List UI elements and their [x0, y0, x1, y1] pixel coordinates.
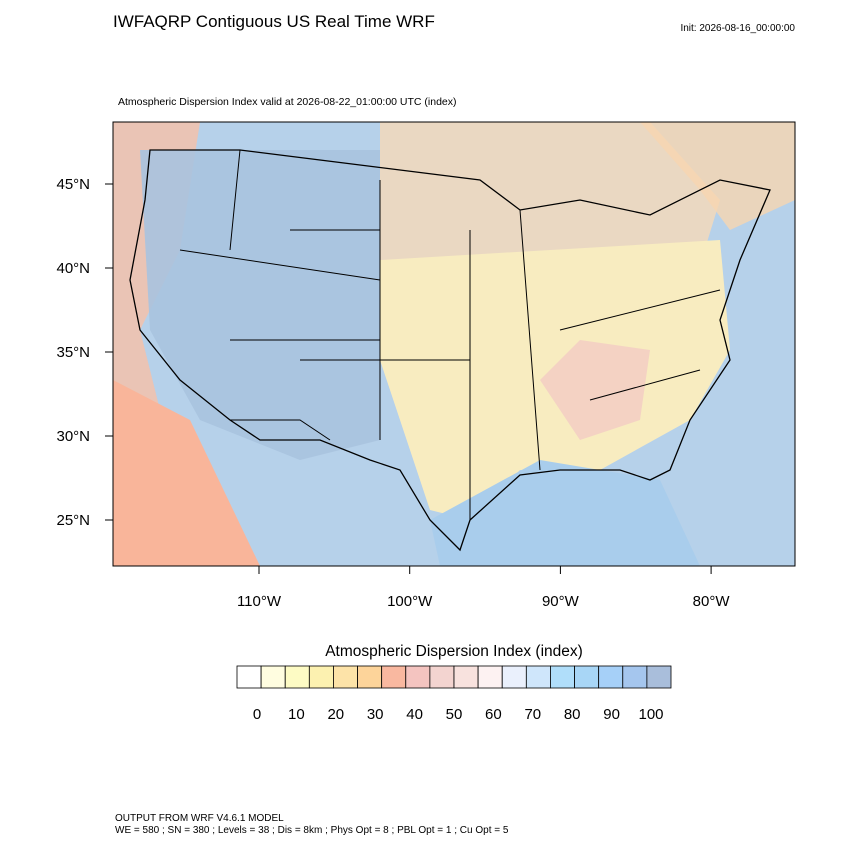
- colorbar-box: [405, 665, 431, 689]
- colorbar-label: 70: [524, 706, 541, 723]
- map-frame: [112, 121, 796, 567]
- footer-line: WE = 580 ; SN = 380 ; Levels = 38 ; Dis …: [115, 825, 509, 836]
- colorbar-box: [477, 665, 503, 689]
- lat-label: 30°N: [56, 428, 90, 445]
- colorbar-label: 30: [367, 706, 384, 723]
- colorbar-title: Atmospheric Dispersion Index (index): [325, 643, 583, 660]
- colorbar-box: [357, 665, 383, 689]
- colorbar-label: 20: [327, 706, 344, 723]
- colorbar-label: 40: [406, 706, 423, 723]
- map-field: [113, 122, 795, 566]
- lat-label: 25°N: [56, 512, 90, 529]
- colorbar-box: [308, 665, 334, 689]
- colorbar-label: 60: [485, 706, 502, 723]
- colorbar-box: [574, 665, 600, 689]
- lat-label: 35°N: [56, 344, 90, 361]
- colorbar-box: [284, 665, 310, 689]
- lon-label: 90°W: [542, 593, 580, 610]
- colorbar-box: [381, 665, 407, 689]
- subtitle: Atmospheric Dispersion Index valid at 20…: [118, 96, 457, 108]
- colorbar-box: [598, 665, 624, 689]
- colorbar-label: 100: [638, 706, 663, 723]
- title: IWFAQRP Contiguous US Real Time WRF: [113, 12, 435, 31]
- colorbar-label: 10: [288, 706, 305, 723]
- footer-line: OUTPUT FROM WRF V4.6.1 MODEL: [115, 813, 284, 824]
- colorbar-box: [236, 665, 262, 689]
- colorbar-box: [453, 665, 479, 689]
- lon-label: 100°W: [387, 593, 433, 610]
- colorbar-box: [429, 665, 455, 689]
- colorbar-box: [646, 665, 672, 689]
- colorbar-label: 80: [564, 706, 581, 723]
- colorbar-label: 90: [603, 706, 620, 723]
- colorbar-box: [260, 665, 286, 689]
- colorbar-label: 0: [253, 706, 261, 723]
- colorbar-box: [622, 665, 648, 689]
- colorbar-box: [550, 665, 575, 689]
- lon-label: 80°W: [693, 593, 731, 610]
- colorbar-label: 50: [446, 706, 463, 723]
- lat-label: 40°N: [56, 260, 90, 277]
- colorbar-box: [333, 665, 358, 689]
- colorbar-box: [525, 665, 551, 689]
- init-time: Init: 2026-08-16_00:00:00: [680, 23, 795, 34]
- colorbar-box: [501, 665, 527, 689]
- lon-label: 110°W: [237, 593, 282, 610]
- lat-label: 45°N: [56, 176, 90, 193]
